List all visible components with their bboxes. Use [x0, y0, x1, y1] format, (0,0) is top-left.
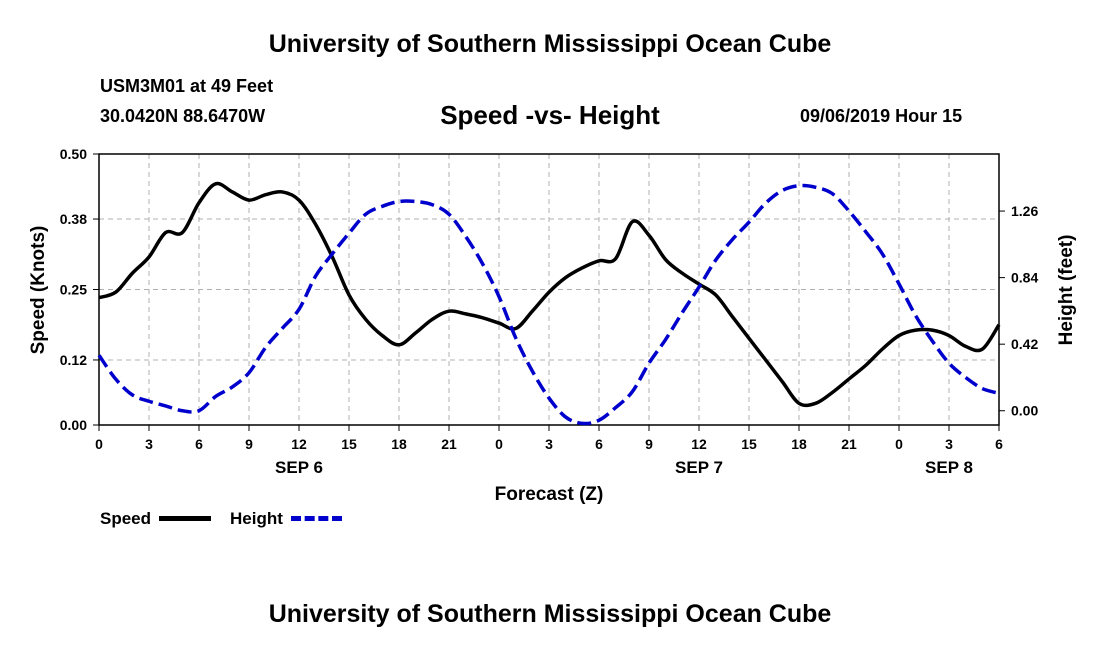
legend-speed-label: Speed — [100, 509, 152, 528]
x-axis-label: Forecast (Z) — [495, 484, 604, 505]
x-tick-label: 3 — [945, 436, 953, 452]
y2-tick-label: 0.00 — [1011, 403, 1038, 419]
series-layer — [97, 181, 1001, 426]
legend-speed-swatch — [159, 516, 211, 521]
x-tick-label: 9 — [245, 436, 253, 452]
x-tick-label: 15 — [741, 436, 757, 452]
x-tick-label: 12 — [291, 436, 307, 452]
y-tick-label: 0.25 — [60, 282, 87, 298]
x-tick-label: 15 — [341, 436, 357, 452]
y-tick-label: 0.00 — [60, 417, 87, 433]
x-tick-label: 6 — [995, 436, 1003, 452]
x-tick-label: 6 — [195, 436, 203, 452]
x-tick-label: 0 — [895, 436, 903, 452]
y2-tick-label: 0.84 — [1011, 270, 1038, 286]
date-label: SEP 6 — [275, 458, 323, 477]
station-coordinates: 30.0420N 88.6470W — [100, 106, 266, 126]
x-tick-label: 18 — [791, 436, 807, 452]
y-tick-label: 0.12 — [60, 352, 87, 368]
series-line-speed — [98, 181, 1001, 408]
x-tick-label: 0 — [495, 436, 503, 452]
y-tick-label: 0.38 — [60, 211, 87, 227]
legend-height-label: Height — [230, 509, 283, 528]
chart-footer-title: University of Southern Mississippi Ocean… — [268, 600, 832, 628]
x-tick-label: 18 — [391, 436, 407, 452]
legend-height-swatch — [291, 516, 342, 521]
y2-axis-label: Height (feet) — [1056, 235, 1077, 346]
y2-tick-label: 0.42 — [1011, 336, 1038, 352]
x-tick-label: 3 — [545, 436, 553, 452]
x-tick-label: 0 — [95, 436, 103, 452]
y-axis-label: Speed (Knots) — [28, 226, 49, 355]
series-line-height — [97, 183, 1000, 426]
y2-tick-label: 1.26 — [1011, 203, 1038, 219]
tick-layer: 0 3 6 9 12 15 18 21 0 3 6 9 12 15 18 21 0 3 6 SEP 6 SEP 7 SEP… — [60, 146, 1039, 477]
x-tick-label: 21 — [841, 436, 857, 452]
x-tick-label: 3 — [145, 436, 153, 452]
date-label: SEP 7 — [675, 458, 723, 477]
date-label: SEP 8 — [925, 458, 973, 477]
station-label: USM3M01 at 49 Feet — [100, 76, 274, 96]
y-tick-label: 0.50 — [60, 146, 87, 162]
forecast-datestamp: 09/06/2019 Hour 15 — [800, 106, 963, 126]
x-tick-label: 6 — [595, 436, 603, 452]
chart-subtitle: Speed -vs- Height — [440, 100, 660, 130]
x-tick-label: 12 — [691, 436, 707, 452]
chart-header-title: University of Southern Mississippi Ocean… — [268, 30, 832, 58]
x-tick-label: 21 — [441, 436, 457, 452]
x-tick-label: 9 — [645, 436, 653, 452]
grid-layer — [99, 154, 999, 425]
